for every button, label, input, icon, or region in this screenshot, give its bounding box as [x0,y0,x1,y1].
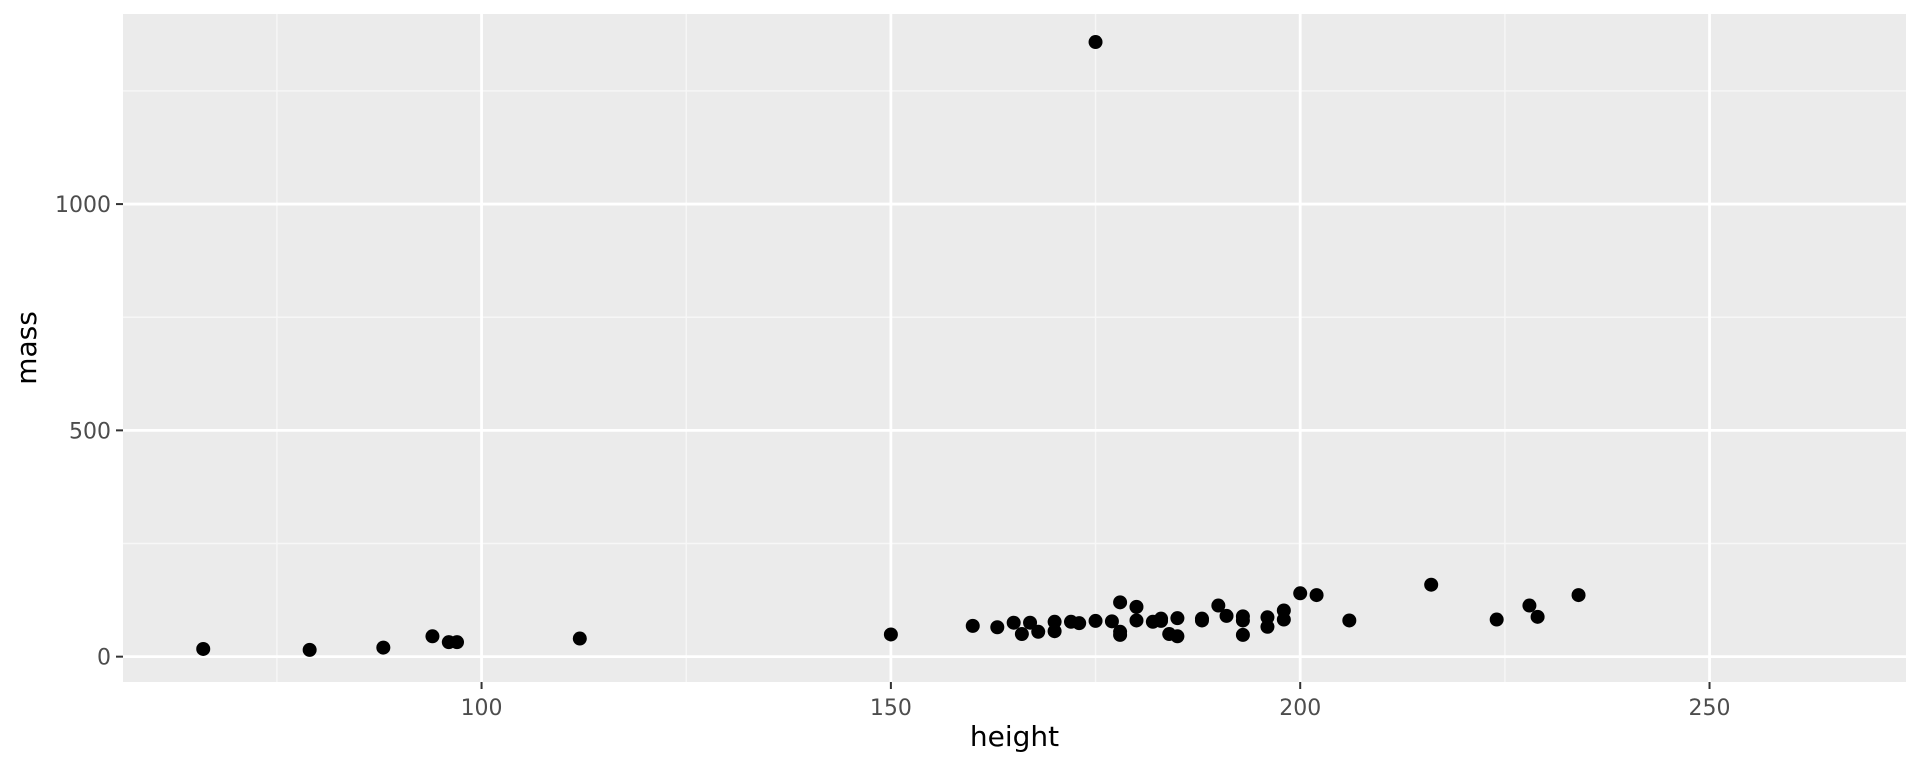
data-point [1211,598,1226,613]
data-point [1219,608,1234,623]
data-points [196,35,1586,657]
data-point [1113,627,1128,642]
data-point [1235,627,1250,642]
data-point [1276,612,1291,627]
data-point [1293,586,1308,601]
major-gridlines [123,14,1906,682]
data-point [1170,611,1185,626]
y-tick-label: 500 [69,419,111,444]
data-point [1113,595,1128,610]
data-point [572,631,587,646]
data-point [1104,614,1119,629]
data-point [1424,577,1439,592]
data-point [965,618,980,633]
minor-gridlines [123,14,1906,682]
data-point [1170,629,1185,644]
data-point [1530,609,1545,624]
data-point [376,640,391,655]
data-point [1522,598,1537,613]
data-point [1571,588,1586,603]
plot-panel [123,14,1906,682]
data-point [1088,35,1103,50]
data-point [1260,619,1275,634]
data-point [1088,613,1103,628]
x-axis: 100 150 200 250 [461,682,1731,721]
data-point [990,620,1005,635]
x-tick-label: 250 [1689,696,1731,721]
x-tick-label: 100 [461,696,503,721]
data-point [425,629,440,644]
data-point [1129,613,1144,628]
data-point [1235,613,1250,628]
data-point [1006,615,1021,630]
data-point [883,627,898,642]
y-tick-label: 0 [97,646,111,671]
data-point [1129,599,1144,614]
x-tick-label: 200 [1279,696,1321,721]
data-point [1031,624,1046,639]
data-point [1489,612,1504,627]
data-point [1072,616,1087,631]
y-axis-title: mass [10,311,43,385]
x-axis-title: height [970,720,1059,753]
data-point [302,642,317,657]
data-point [1309,588,1324,603]
x-tick-label: 150 [870,696,912,721]
data-point [1342,613,1357,628]
y-tick-label: 1000 [55,193,111,218]
y-axis: 0 500 1000 [55,193,123,671]
data-point [1194,613,1209,628]
data-point [1047,624,1062,639]
data-point [1014,627,1029,642]
data-point [450,635,465,650]
data-point [1154,613,1169,628]
data-point [1023,615,1038,630]
data-point [196,641,211,656]
